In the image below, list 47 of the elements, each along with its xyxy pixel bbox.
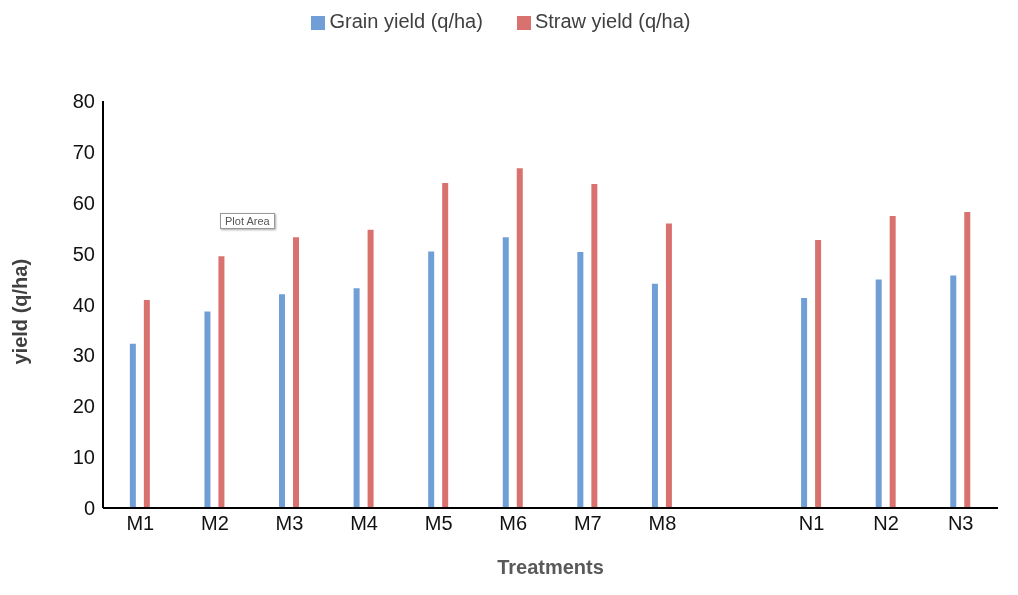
bar <box>129 343 136 508</box>
bar <box>801 297 808 508</box>
legend-label: Straw yield (q/ha) <box>534 10 691 32</box>
x-tick-label: M6 <box>499 512 528 535</box>
bar <box>950 275 957 508</box>
bar <box>815 239 822 508</box>
bar <box>591 183 598 508</box>
bar <box>218 256 225 508</box>
bar <box>964 211 971 508</box>
bar <box>889 215 896 508</box>
y-tick-label: 0 <box>83 497 95 520</box>
y-tick-label: 80 <box>72 90 95 113</box>
y-axis-title: yield (q/ha) <box>9 258 32 365</box>
bar <box>143 299 150 508</box>
y-tick-label: 40 <box>72 293 95 316</box>
bar <box>279 294 286 508</box>
bar <box>577 252 584 508</box>
x-tick-label: M7 <box>573 512 602 535</box>
x-tick-label: M2 <box>200 512 229 535</box>
x-tick-label: M4 <box>350 512 378 535</box>
bar <box>875 279 882 508</box>
bar <box>367 229 374 508</box>
legend-label: Grain yield (q/ha) <box>329 10 483 32</box>
bar <box>204 311 211 508</box>
bar <box>516 168 523 508</box>
bar <box>502 237 509 508</box>
y-tick-label: 70 <box>72 140 95 163</box>
x-tick-label: M3 <box>275 512 304 535</box>
bar <box>442 182 449 508</box>
bar <box>651 283 658 508</box>
x-tick-label: N2 <box>873 512 899 535</box>
annotation: Plot Area <box>220 213 275 229</box>
bar <box>428 251 435 508</box>
y-tick-label: 10 <box>72 446 95 469</box>
bar <box>353 288 360 508</box>
y-tick-label: 20 <box>72 395 95 418</box>
bar <box>665 223 672 508</box>
y-tick-label: 30 <box>72 344 95 367</box>
y-tick-label: 50 <box>72 242 95 265</box>
x-tick-label: M1 <box>126 512 155 535</box>
y-tick-label: 60 <box>72 191 95 214</box>
x-tick-label: M5 <box>424 512 453 535</box>
bar <box>293 237 300 508</box>
x-tick-label: M8 <box>648 512 677 535</box>
x-axis-title: Treatments <box>497 556 604 578</box>
x-tick-label: N1 <box>798 512 825 535</box>
x-tick-label: N3 <box>947 512 974 535</box>
